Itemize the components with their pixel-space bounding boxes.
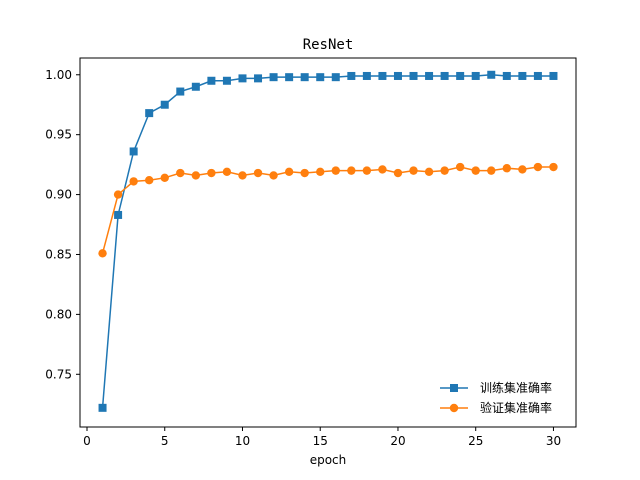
data-point: [129, 147, 138, 156]
data-point: [238, 171, 247, 180]
data-point: [316, 73, 325, 82]
legend-marker: [450, 384, 458, 392]
data-point: [347, 71, 356, 80]
data-point: [176, 168, 185, 178]
x-tick-label: 15: [313, 434, 328, 448]
chart-title: ResNet: [303, 37, 354, 53]
data-point: [549, 162, 558, 172]
data-point: [145, 109, 154, 118]
axes-frame: [79, 57, 577, 428]
data-point: [238, 74, 247, 83]
series-1: [98, 70, 558, 412]
y-tick-label: 1.00: [45, 68, 72, 82]
data-point: [129, 177, 138, 186]
data-point: [425, 71, 434, 80]
data-point: [471, 71, 480, 80]
data-point: [393, 71, 402, 80]
legend-label: 验证集准确率: [480, 400, 552, 415]
x-axis-label: epoch: [310, 453, 347, 467]
plot-area: [80, 58, 576, 427]
data-point: [487, 70, 496, 79]
x-tick-label: 30: [546, 434, 561, 448]
data-point: [533, 162, 543, 172]
data-point: [316, 167, 325, 177]
data-point: [331, 73, 340, 82]
data-point: [502, 164, 512, 173]
data-point: [160, 100, 169, 109]
data-point: [207, 76, 216, 85]
data-point: [409, 166, 418, 175]
legend-marker: [449, 403, 459, 413]
data-point: [191, 171, 201, 180]
y-axis-ticks: 0.75 0.80 0.85 0.90 0.95 1.00: [45, 68, 80, 381]
data-point: [113, 190, 123, 199]
data-point: [440, 166, 449, 175]
data-point: [409, 71, 418, 80]
data-point: [455, 162, 465, 172]
data-point: [533, 71, 542, 80]
data-point: [114, 210, 123, 219]
data-point: [347, 166, 356, 175]
data-point: [285, 73, 294, 82]
data-point: [269, 73, 278, 82]
data-point: [144, 176, 154, 185]
y-tick-label: 0.95: [45, 128, 72, 142]
legend-label: 训练集准确率: [480, 380, 552, 395]
data-point: [98, 249, 107, 258]
data-point: [98, 403, 107, 412]
data-point: [284, 167, 294, 177]
data-point: [487, 166, 496, 175]
y-tick-label: 0.90: [45, 188, 72, 202]
data-point: [222, 167, 232, 177]
legend-item: 验证集准确率: [440, 400, 552, 415]
data-point: [393, 168, 403, 178]
data-point: [207, 168, 216, 178]
y-tick-label: 0.75: [45, 367, 72, 381]
data-point: [471, 166, 480, 175]
data-point: [518, 71, 527, 80]
data-point: [222, 76, 231, 85]
data-point: [300, 168, 309, 178]
data-point: [254, 74, 263, 83]
data-point: [549, 71, 558, 80]
data-point: [378, 71, 387, 80]
data-point: [362, 166, 372, 175]
y-tick-label: 0.80: [45, 307, 72, 321]
x-axis-ticks: 0 5 10 15 20 25 30: [83, 427, 561, 448]
data-point: [362, 71, 371, 80]
series-layer: [98, 70, 558, 412]
x-tick-label: 25: [468, 434, 483, 448]
x-tick-label: 5: [161, 434, 169, 448]
data-point: [424, 167, 434, 177]
x-tick-label: 20: [390, 434, 405, 448]
data-point: [191, 82, 200, 91]
x-tick-label: 0: [83, 434, 91, 448]
data-point: [269, 171, 278, 180]
legend-item: 训练集准确率: [440, 380, 552, 395]
data-point: [300, 73, 309, 82]
data-point: [502, 71, 511, 80]
data-point: [253, 168, 263, 178]
data-point: [378, 165, 387, 174]
data-point: [440, 71, 449, 80]
data-point: [518, 165, 527, 174]
x-tick-label: 10: [235, 434, 250, 448]
series-2: [98, 162, 558, 258]
y-tick-label: 0.85: [45, 247, 72, 261]
data-point: [176, 87, 185, 96]
data-point: [456, 71, 465, 80]
data-point: [331, 166, 340, 175]
data-point: [160, 173, 169, 183]
